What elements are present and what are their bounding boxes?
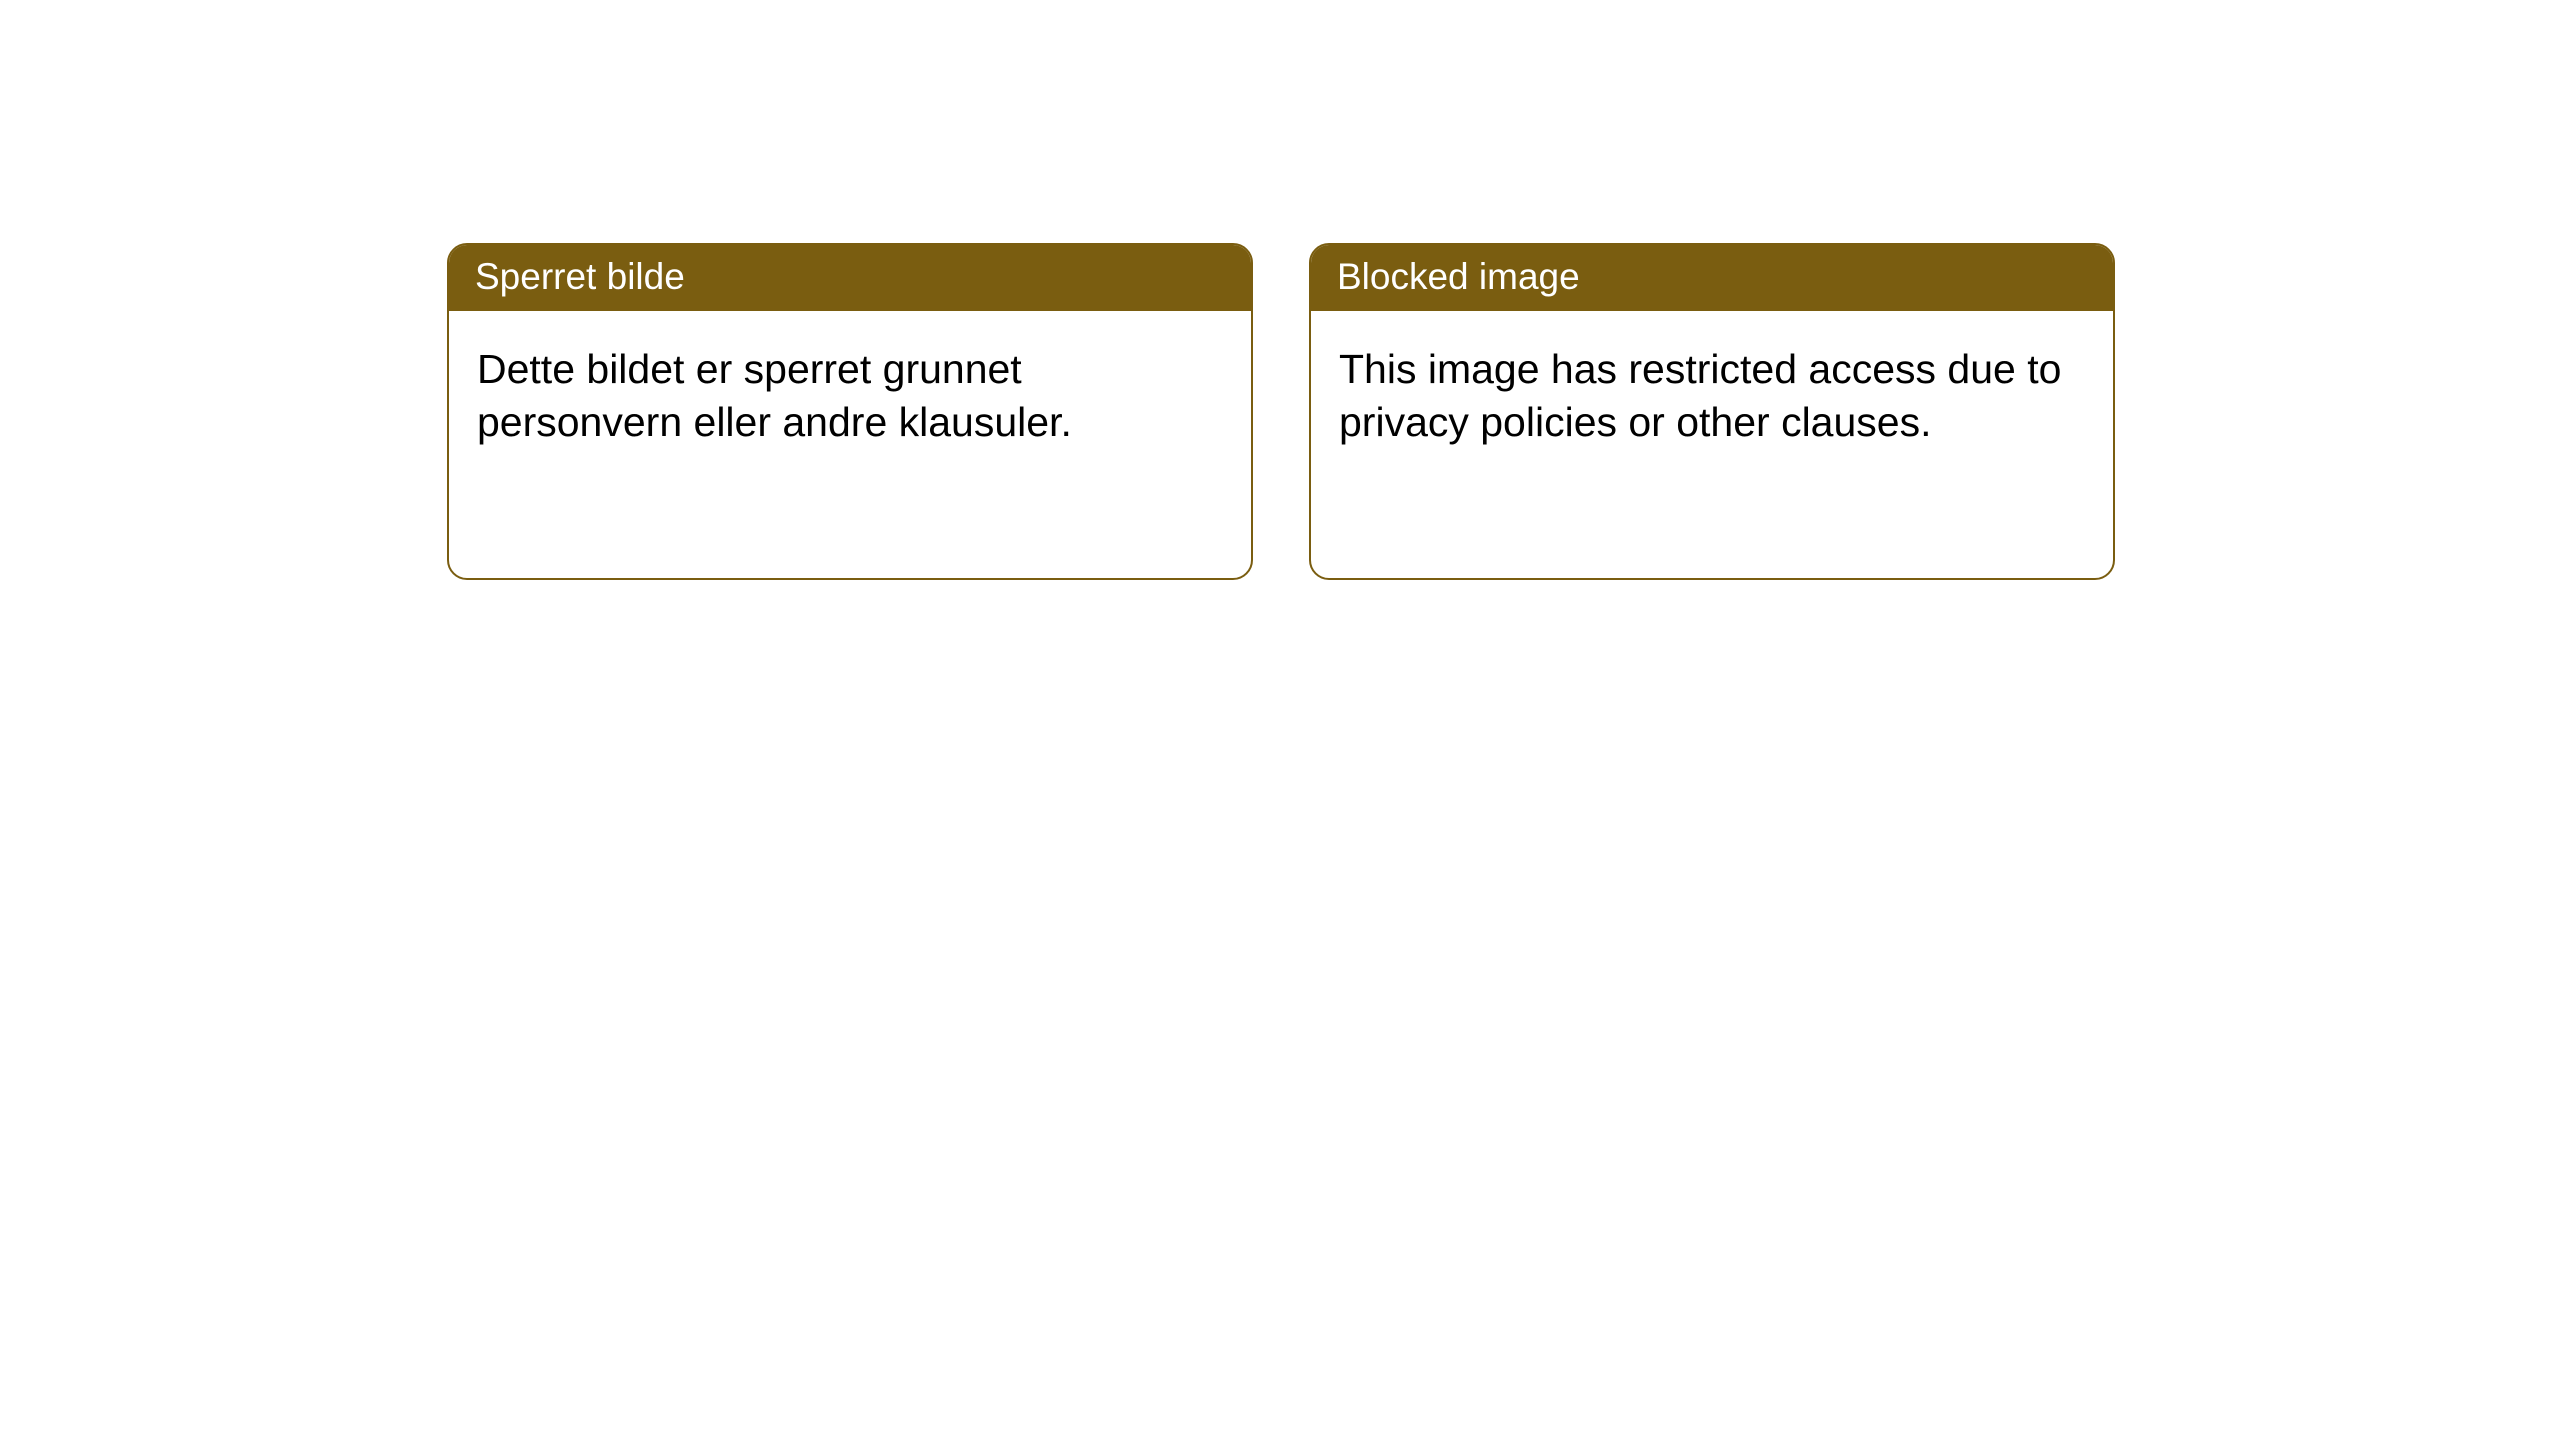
card-title: Sperret bilde bbox=[475, 256, 685, 297]
card-body-text: Dette bildet er sperret grunnet personve… bbox=[477, 346, 1072, 444]
card-title: Blocked image bbox=[1337, 256, 1580, 297]
card-header: Blocked image bbox=[1311, 245, 2113, 311]
notice-card-english: Blocked image This image has restricted … bbox=[1309, 243, 2115, 580]
card-body: Dette bildet er sperret grunnet personve… bbox=[449, 311, 1251, 480]
card-body-text: This image has restricted access due to … bbox=[1339, 346, 2061, 444]
notice-container: Sperret bilde Dette bildet er sperret gr… bbox=[447, 243, 2115, 580]
card-body: This image has restricted access due to … bbox=[1311, 311, 2113, 480]
card-header: Sperret bilde bbox=[449, 245, 1251, 311]
notice-card-norwegian: Sperret bilde Dette bildet er sperret gr… bbox=[447, 243, 1253, 580]
